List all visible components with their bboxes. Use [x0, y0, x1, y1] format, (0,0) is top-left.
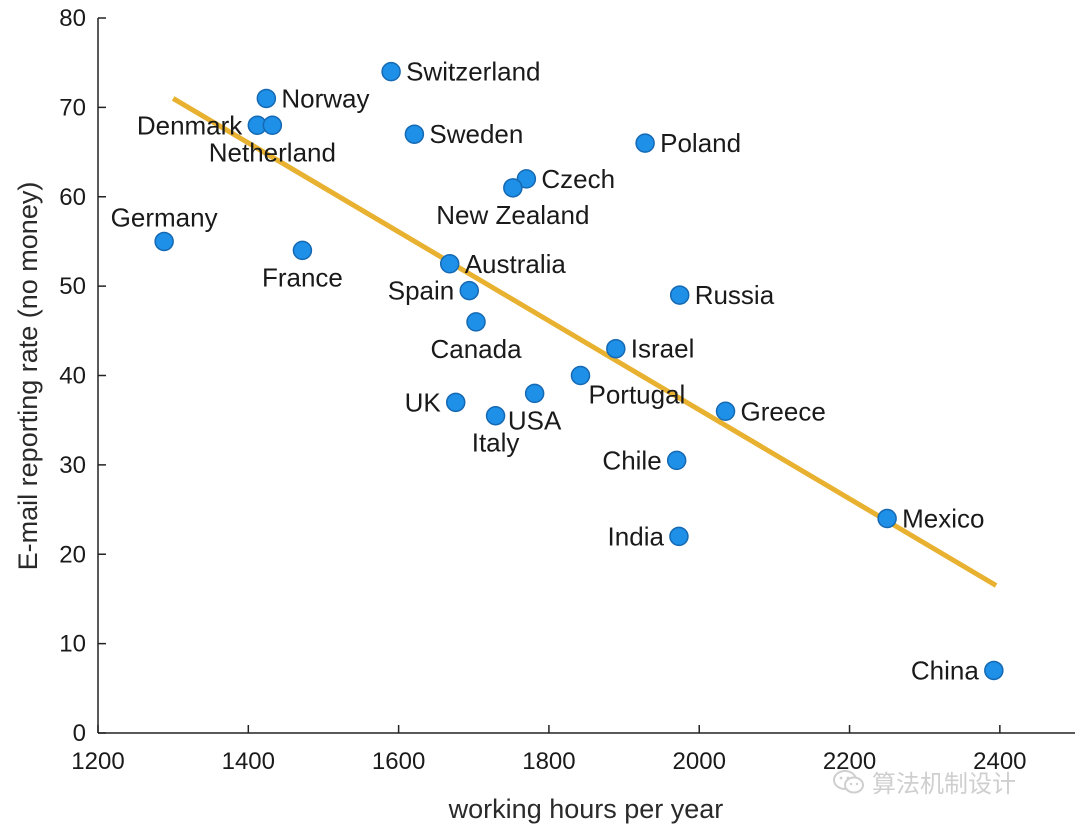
data-point-label: Germany: [111, 202, 218, 232]
data-point: [571, 367, 589, 385]
data-point: [155, 232, 173, 250]
data-point-label: Russia: [695, 280, 775, 310]
y-tick-label: 80: [59, 5, 86, 32]
data-point-label: Canada: [430, 334, 522, 364]
data-point: [670, 527, 688, 545]
data-point: [526, 384, 544, 402]
data-point-label: Israel: [631, 334, 695, 364]
data-point-label: India: [608, 521, 665, 551]
y-tick-label: 20: [59, 541, 86, 568]
data-point-label: Portugal: [588, 380, 685, 410]
data-point: [441, 255, 459, 273]
watermark-text: 算法机制设计: [872, 764, 1016, 799]
data-point: [467, 313, 485, 331]
data-point: [636, 134, 654, 152]
data-point-label: UK: [405, 387, 442, 417]
data-point: [668, 451, 686, 469]
x-axis-title: working hours per year: [448, 794, 724, 824]
data-point-label: Switzerland: [406, 57, 540, 87]
y-tick-label: 10: [59, 631, 86, 658]
data-point: [460, 282, 478, 300]
data-point: [985, 661, 1003, 679]
data-point: [671, 286, 689, 304]
x-tick-label: 1800: [522, 748, 575, 775]
data-point-label: Australia: [465, 249, 567, 279]
y-tick-label: 0: [73, 720, 86, 747]
x-tick-label: 1400: [222, 748, 275, 775]
data-point-label: Italy: [472, 428, 520, 458]
y-axis-title: E-mail reporting rate (no money): [13, 182, 43, 571]
data-point-label: Netherland: [209, 137, 336, 167]
x-tick-label: 2000: [673, 748, 726, 775]
data-point: [607, 340, 625, 358]
data-point-label: Chile: [602, 445, 661, 475]
data-point: [487, 407, 505, 425]
data-point-label: Norway: [281, 83, 369, 113]
data-point: [263, 116, 281, 134]
data-point-label: Mexico: [902, 504, 984, 534]
y-tick-label: 60: [59, 184, 86, 211]
data-point: [405, 125, 423, 143]
data-point-label: Denmark: [137, 110, 243, 140]
data-point-label: Sweden: [429, 119, 523, 149]
data-point-label: Czech: [541, 164, 615, 194]
data-point: [293, 241, 311, 259]
y-tick-label: 40: [59, 363, 86, 390]
wechat-icon: [832, 769, 866, 795]
data-point: [504, 179, 522, 197]
data-point: [878, 510, 896, 528]
y-tick-label: 30: [59, 452, 86, 479]
data-point: [447, 393, 465, 411]
data-point-label: Spain: [388, 276, 455, 306]
data-point-label: Poland: [660, 128, 741, 158]
x-tick-label: 1200: [71, 748, 124, 775]
data-point: [257, 89, 275, 107]
y-tick-label: 70: [59, 94, 86, 121]
data-point: [717, 402, 735, 420]
data-point-label: New Zealand: [436, 200, 589, 230]
watermark: 算法机制设计: [832, 764, 1016, 799]
y-tick-label: 50: [59, 273, 86, 300]
data-point-label: France: [262, 262, 343, 292]
x-tick-label: 1600: [372, 748, 425, 775]
data-point-label: Greece: [741, 396, 826, 426]
data-point-label: China: [911, 655, 979, 685]
scatter-chart: 010203040506070801200 1400 1600 1800 2000 220…: [0, 0, 1080, 830]
data-point: [382, 63, 400, 81]
